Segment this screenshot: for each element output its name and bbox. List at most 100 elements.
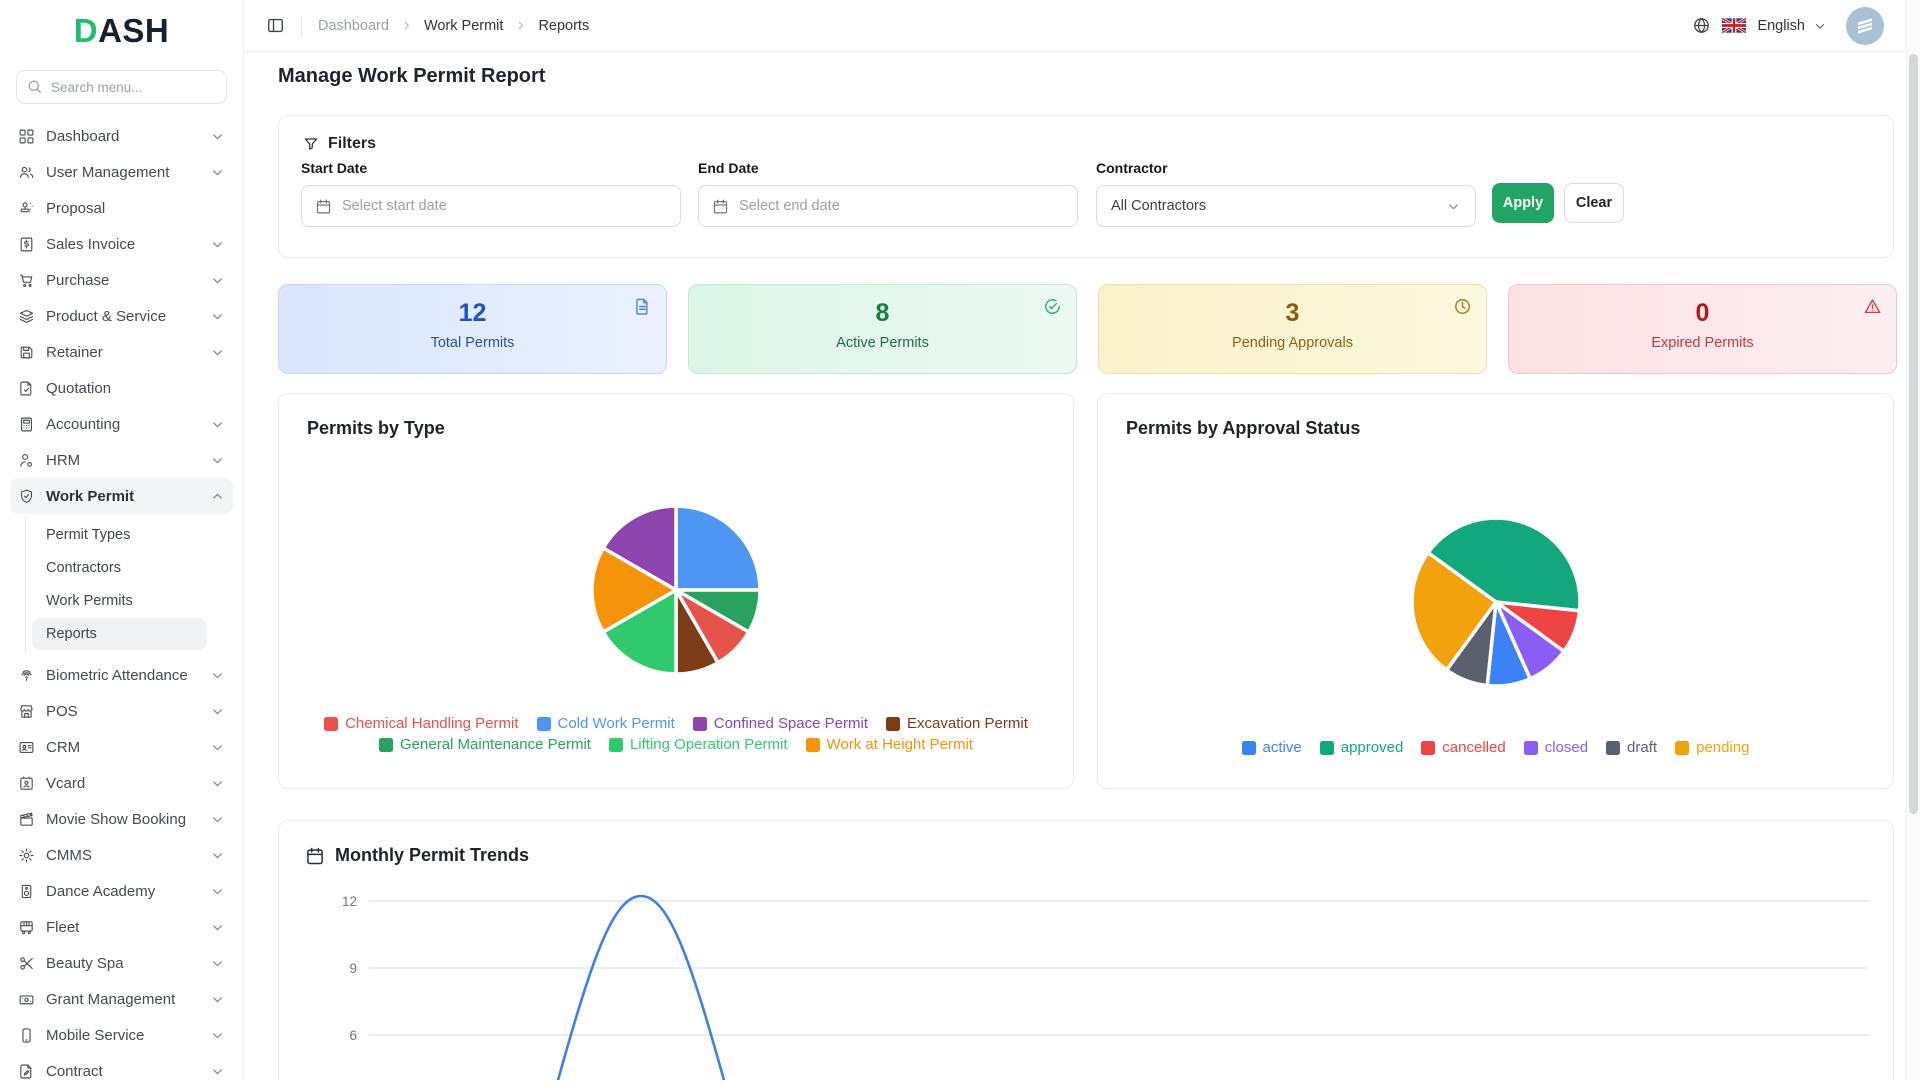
sidebar-item-proposal[interactable]: Proposal xyxy=(10,190,233,226)
legend-item-cancelled[interactable]: cancelled xyxy=(1421,739,1506,756)
globe-icon xyxy=(1694,18,1710,33)
chevron-right-icon xyxy=(401,20,412,31)
app-logo[interactable]: D ASH xyxy=(73,12,170,49)
apply-button[interactable]: Apply xyxy=(1492,183,1554,223)
chevron-down-icon xyxy=(213,780,222,786)
contractor-select[interactable]: All Contractors xyxy=(1096,185,1476,227)
sidebar-item-movie-show-booking[interactable]: Movie Show Booking xyxy=(10,801,233,837)
legend-label: Excavation Permit xyxy=(907,715,1028,732)
pie-slice-cold-work-permit[interactable] xyxy=(674,504,762,592)
legend-item-draft[interactable]: draft xyxy=(1606,739,1657,756)
sidebar-item-retainer[interactable]: Retainer xyxy=(10,334,233,370)
sidebar-item-product-service[interactable]: Product & Service xyxy=(10,298,233,334)
legend-item-closed[interactable]: closed xyxy=(1523,739,1589,756)
breadcrumb-dashboard[interactable]: Dashboard xyxy=(318,17,389,34)
breadcrumb-work-permit[interactable]: Work Permit xyxy=(423,17,504,34)
legend-item-cold-work-permit[interactable]: Cold Work Permit xyxy=(536,715,675,732)
sidebar-item-crm[interactable]: CRM xyxy=(10,729,233,765)
chevron-up-icon xyxy=(213,493,222,499)
sidebar-subitem-reports[interactable]: Reports xyxy=(32,618,207,650)
sidebar-item-purchase[interactable]: Purchase xyxy=(10,262,233,298)
trend-line xyxy=(556,894,726,1080)
breadcrumb-reports[interactable]: Reports xyxy=(538,17,590,34)
legend-item-work-at-height-permit[interactable]: Work at Height Permit xyxy=(805,736,973,753)
sidebar-item-hrm[interactable]: HRM xyxy=(10,442,233,478)
end-date-input[interactable] xyxy=(699,186,1077,226)
pie-slice-approved[interactable] xyxy=(1425,516,1582,613)
language-label: English xyxy=(1757,17,1805,34)
globe-icon[interactable] xyxy=(1692,16,1711,35)
calendar-icon xyxy=(712,198,729,220)
legend-label: closed xyxy=(1544,739,1589,756)
chevron-down-icon xyxy=(213,816,222,822)
pie-slice-confined-space-permit[interactable] xyxy=(601,504,678,592)
sidebar-item-fleet[interactable]: Fleet xyxy=(10,909,233,945)
end-date-label: End Date xyxy=(698,160,759,176)
stat-value: 8 xyxy=(875,299,890,327)
stat-card-total-permits: 12 Total Permits xyxy=(278,284,667,374)
sidebar-subitem-work-permits[interactable]: Work Permits xyxy=(46,593,133,609)
sidebar-item-vcard[interactable]: Vcard xyxy=(10,765,233,801)
page-scrollbar[interactable] xyxy=(1906,0,1920,1080)
scrollbar-thumb[interactable] xyxy=(1909,54,1918,814)
sidebar-item-label: Proposal xyxy=(46,199,106,217)
user-avatar[interactable] xyxy=(1846,6,1884,45)
calculator-icon xyxy=(20,417,33,431)
legend-item-general-maintenance-permit[interactable]: General Maintenance Permit xyxy=(379,736,591,753)
y-axis-tick: 12 xyxy=(342,894,357,909)
language-selector[interactable]: English xyxy=(1757,18,1827,34)
legend-swatch xyxy=(805,737,820,752)
sidebar-item-quotation[interactable]: Quotation xyxy=(10,370,233,406)
sidebar-item-contract[interactable]: Contract xyxy=(10,1053,233,1089)
chevron-down-icon xyxy=(213,708,222,714)
legend-item-active[interactable]: active xyxy=(1241,739,1302,756)
legend-item-excavation-permit[interactable]: Excavation Permit xyxy=(886,715,1028,732)
sidebar-item-work-permit[interactable]: Work Permit xyxy=(10,478,233,514)
sidebar-subitem-permit-types[interactable]: Permit Types xyxy=(46,527,131,543)
clear-button[interactable]: Clear xyxy=(1564,183,1624,223)
legend-item-chemical-handling-permit[interactable]: Chemical Handling Permit xyxy=(324,715,519,732)
sidebar-toggle-button[interactable] xyxy=(266,16,285,35)
legend-label: draft xyxy=(1627,739,1658,756)
sidebar-item-accounting[interactable]: Accounting xyxy=(10,406,233,442)
contractor-select-value: All Contractors xyxy=(1111,198,1207,214)
sidebar-item-pos[interactable]: POS xyxy=(10,693,233,729)
chevron-down-icon xyxy=(213,960,222,966)
sidebar-item-beauty-spa[interactable]: Beauty Spa xyxy=(10,945,233,981)
stat-card-active-permits: 8 Active Permits xyxy=(688,284,1077,374)
legend-item-approved[interactable]: approved xyxy=(1319,739,1403,756)
legend-item-pending[interactable]: pending xyxy=(1675,739,1749,756)
clock-icon xyxy=(1455,299,1470,314)
legend-label: Work at Height Permit xyxy=(826,736,973,753)
legend-swatch xyxy=(1606,740,1621,755)
sidebar-item-cmms[interactable]: CMMS xyxy=(10,837,233,873)
pie-slice-work-at-height-permit[interactable] xyxy=(590,546,678,634)
work-permit-submenu: Permit Types Contractors Work Permits Repor… xyxy=(25,516,207,653)
legend-item-confined-space-permit[interactable]: Confined Space Permit xyxy=(692,715,868,732)
check-circle-icon xyxy=(1045,299,1060,314)
sidebar-item-sales-invoice[interactable]: Sales Invoice xyxy=(10,226,233,262)
filters-card: Filters Start Date End Date Contractor A… xyxy=(278,115,1894,258)
sidebar-item-dance-academy[interactable]: Dance Academy xyxy=(10,873,233,909)
legend-swatch xyxy=(1319,740,1334,755)
start-date-input[interactable] xyxy=(302,186,680,226)
permits-by-type-card: Permits by Type Chemical Handling Permit… xyxy=(278,393,1074,789)
search-icon xyxy=(28,80,42,94)
stat-card-pending-approvals: 3 Pending Approvals xyxy=(1098,284,1487,374)
sidebar-item-biometric-attendance[interactable]: Biometric Attendance xyxy=(10,657,233,693)
chevron-down-icon xyxy=(1813,19,1827,33)
search-input[interactable] xyxy=(16,70,227,104)
chevron-down-icon xyxy=(213,349,222,355)
sidebar-item-user-management[interactable]: User Management xyxy=(10,154,233,190)
sidebar-subitem-contractors[interactable]: Contractors xyxy=(46,560,121,576)
legend-item-lifting-operation-permit[interactable]: Lifting Operation Permit xyxy=(608,736,788,753)
sidebar-item-dashboard[interactable]: Dashboard xyxy=(10,118,233,154)
legend-label: active xyxy=(1262,739,1302,756)
pie-slice-pending[interactable] xyxy=(1409,550,1498,672)
sidebar-item-grant-management[interactable]: Grant Management xyxy=(10,981,233,1017)
pie-slice-lifting-operation-permit[interactable] xyxy=(601,588,678,676)
stat-value: 12 xyxy=(458,299,487,327)
sidebar-item-mobile-service[interactable]: Mobile Service xyxy=(10,1017,233,1053)
sidebar-item-label: CRM xyxy=(46,738,81,756)
chevron-right-icon xyxy=(519,21,524,30)
